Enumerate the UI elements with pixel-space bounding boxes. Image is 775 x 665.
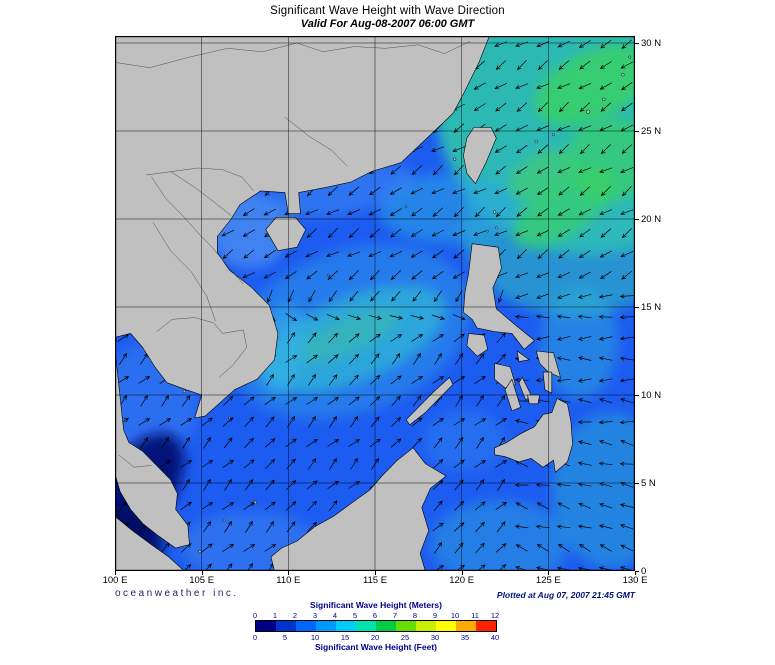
lon-label: 100 E <box>102 575 128 586</box>
colorbar-feet-label: Significant Wave Height (Feet) <box>314 642 437 652</box>
lat-label: 25 N <box>641 126 662 138</box>
lon-tick <box>375 571 376 575</box>
colorbar-gradient <box>255 620 497 632</box>
colorbar-tick: 5 <box>352 611 358 620</box>
colorbar-tick: 12 <box>490 611 500 620</box>
colorbar-segment <box>316 621 336 631</box>
lat-label: 0 <box>641 566 647 577</box>
lon-tick <box>461 571 463 575</box>
oceanweather-logo: oceanweather inc. <box>115 588 239 599</box>
lat-tick <box>635 219 639 221</box>
colorbar-tick: 30 <box>430 633 440 642</box>
colorbar-segment <box>256 621 276 631</box>
colorbar-tick: 35 <box>460 633 470 642</box>
colorbar-meters-label: Significant Wave Height (Meters) <box>310 600 442 610</box>
colorbar-segment <box>476 621 496 631</box>
colorbar-segment <box>276 621 296 631</box>
colorbar-tick: 0 <box>252 611 258 620</box>
colorbar-tick: 8 <box>412 611 418 620</box>
lon-tick <box>115 571 116 575</box>
colorbar-segment <box>416 621 436 631</box>
colorbar-meters-ticks: 0 1 2 3 4 5 6 7 8 9 10 11 12 <box>252 611 500 620</box>
colorbar-segment <box>376 621 396 631</box>
colorbar-tick: 15 <box>340 633 350 642</box>
lon-label: 120 E <box>449 575 475 586</box>
colorbar-tick: 20 <box>370 633 380 642</box>
land-masses <box>115 36 632 571</box>
lat-label: 20 N <box>641 214 662 226</box>
colorbar-tick: 4 <box>332 611 338 620</box>
lon-tick <box>548 571 550 575</box>
lat-tick <box>635 307 639 309</box>
colorbar-tick: 2 <box>292 611 298 620</box>
colorbar-tick: 3 <box>312 611 318 620</box>
colorbar-tick: 6 <box>372 611 378 620</box>
map-border <box>115 36 635 571</box>
graticule <box>115 36 635 571</box>
lat-label: 30 N <box>641 38 662 50</box>
lat-label: 5 N <box>641 478 656 489</box>
lon-label: 110 E <box>276 575 301 586</box>
plotted-timestamp: Plotted at Aug 07, 2007 21:45 GMT <box>496 590 635 600</box>
colorbar-tick: 1 <box>272 611 278 620</box>
map-area <box>115 36 635 571</box>
lon-label: 115 E <box>362 575 388 586</box>
colorbar-tick: 9 <box>432 611 438 620</box>
colorbar-tick: 7 <box>392 611 398 620</box>
lon-tick <box>201 571 203 575</box>
colorbar-segment <box>396 621 416 631</box>
lat-label: 10 N <box>641 390 662 401</box>
chart-valid-time: Valid For Aug-08-2007 06:00 GMT <box>300 18 475 30</box>
lon-tick <box>288 571 290 575</box>
lon-label: 105 E <box>189 575 215 586</box>
colorbar-segment <box>336 621 356 631</box>
lat-tick <box>635 43 639 45</box>
lon-tick <box>635 571 636 575</box>
lat-tick <box>635 395 639 396</box>
lat-label: 15 N <box>641 302 662 314</box>
colorbar-segment <box>456 621 476 631</box>
country-borders <box>115 41 471 468</box>
colorbar-segment <box>436 621 456 631</box>
lat-tick <box>635 571 639 572</box>
chart-title: Significant Wave Height with Wave Direct… <box>270 5 505 17</box>
colorbar-tick: 10 <box>310 633 320 642</box>
lat-tick <box>635 483 639 484</box>
colorbar-feet-ticks: 0 5 10 15 20 25 30 35 40 <box>252 633 500 642</box>
colorbar-tick: 25 <box>400 633 410 642</box>
colorbar-tick: 11 <box>471 611 479 620</box>
lon-label: 130 E <box>622 575 648 586</box>
wave-height-map <box>115 36 635 571</box>
colorbar-segment <box>356 621 376 631</box>
colorbar-tick: 0 <box>252 633 258 642</box>
lon-label: 125 E <box>535 575 561 586</box>
lat-tick <box>635 131 639 133</box>
colorbar-segment <box>296 621 316 631</box>
colorbar-tick: 40 <box>490 633 500 642</box>
colorbar-tick: 10 <box>450 611 460 620</box>
colorbar-tick: 5 <box>282 633 288 642</box>
